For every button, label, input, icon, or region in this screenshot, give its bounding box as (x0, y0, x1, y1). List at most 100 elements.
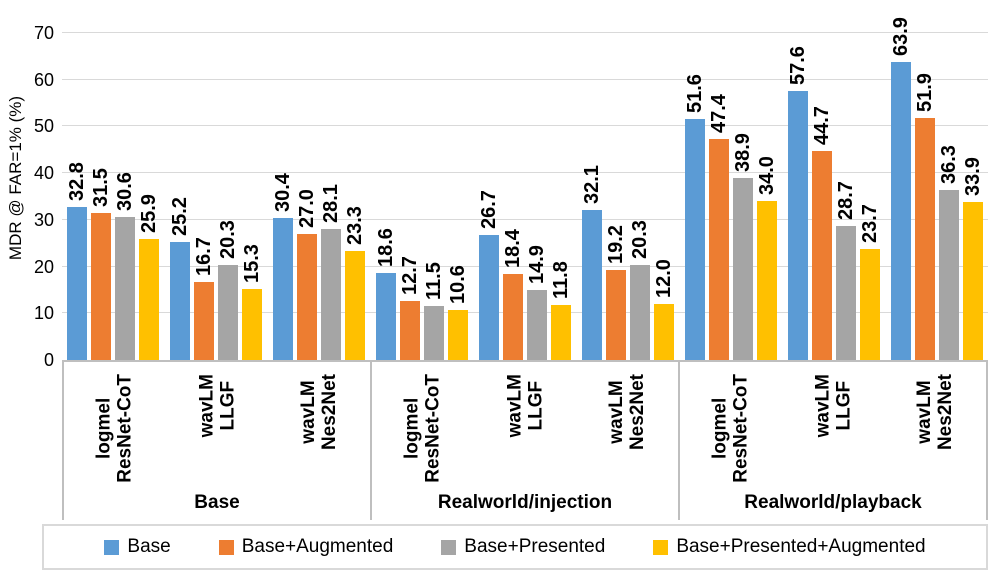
bar-base: 63.9 (890, 17, 912, 360)
gridline (62, 125, 988, 127)
category-label: logmel ResNet-CoT (710, 374, 752, 483)
bar-base: 32.8 (66, 162, 88, 360)
bar-value-label: 16.7 (193, 237, 216, 276)
bar-base-presented: 30.6 (114, 172, 136, 360)
bar-base-presented-augmented: 23.3 (344, 206, 366, 360)
bar-cluster: 57.6 44.7 28.7 23.7 (782, 0, 885, 360)
y-tick-label: 50 (33, 116, 54, 137)
legend-item: Base+Presented+Augmented (653, 536, 926, 558)
bar-cluster: 25.2 16.7 20.3 15.3 (165, 0, 268, 360)
bar-base-presented-augmented: 15.3 (241, 244, 263, 360)
category-group: logmel ResNet-CoT wavLM LLGF wavLM Nes2Net… (370, 362, 678, 520)
bar-value-label: 11.8 (549, 261, 572, 299)
bar-base-augmented: 18.4 (502, 229, 524, 360)
bar-base: 32.1 (581, 165, 603, 360)
legend-label: Base+Augmented (241, 536, 394, 557)
bar-base-augmented: 31.5 (90, 168, 112, 360)
bar-base-presented-augmented: 34.0 (756, 156, 778, 360)
category-group: logmel ResNet-CoT wavLM LLGF wavLM Nes2Net… (62, 362, 370, 520)
bar-value-label: 20.3 (217, 220, 240, 260)
category-label: wavLM LLGF (504, 374, 546, 438)
y-tick-label: 70 (33, 23, 54, 43)
y-tick-label: 20 (33, 256, 54, 277)
legend-swatch (441, 539, 457, 555)
y-tick-label: 60 (33, 69, 54, 90)
group-label: Realworld/playback (744, 492, 922, 513)
legend-label: Base (127, 536, 171, 557)
bar-value-label: 34.0 (755, 156, 778, 196)
bar-value-label: 31.5 (90, 167, 113, 207)
category-label: logmel ResNet-CoT (94, 374, 136, 483)
bar-base-presented: 20.3 (217, 220, 239, 360)
bar-base-presented-augmented: 23.7 (859, 204, 881, 360)
group-label: Realworld/injection (437, 492, 613, 513)
bar-base-augmented: 51.9 (914, 73, 936, 360)
bar-cluster: 51.6 47.4 38.9 34.0 (679, 0, 782, 360)
bar-base-presented: 28.7 (835, 181, 857, 360)
bar-cluster: 32.8 31.5 30.6 25.9 (62, 0, 165, 360)
gridline (62, 218, 988, 220)
bar-base-augmented: 27.0 (296, 189, 318, 360)
bar-value-label: 32.1 (580, 165, 603, 205)
bar-value-label: 30.4 (272, 173, 295, 212)
bar-base: 25.2 (169, 197, 191, 360)
category-label: logmel ResNet-CoT (402, 374, 444, 483)
bar-base-presented-augmented: 10.6 (447, 266, 469, 360)
bar-base-augmented: 44.7 (811, 106, 833, 360)
legend-label: Base+Presented+Augmented (676, 536, 926, 557)
bar-value-label: 44.7 (810, 106, 833, 146)
bar-cluster: 63.9 51.9 36.3 33.9 (885, 0, 988, 360)
bar-value-label: 47.4 (707, 93, 730, 133)
bar-base-presented: 20.3 (629, 220, 651, 360)
plot-area: 0 10 20 30 40 50 60 70 32.8 31.5 30.6 25.9 25.2 16.7 2… (34, 0, 988, 370)
y-tick-label: 10 (33, 303, 54, 324)
bar-cluster: 32.1 19.2 20.3 12.0 (576, 0, 679, 360)
y-tick-label: 0 (43, 350, 54, 370)
gridline (62, 172, 988, 174)
gridline (62, 78, 988, 80)
bar-cluster: 30.4 27.0 28.1 23.3 (268, 0, 371, 360)
category-label: wavLM LLGF (196, 374, 238, 438)
bar-value-label: 23.7 (858, 204, 881, 244)
bar-value-label: 18.4 (501, 229, 524, 269)
bar-cluster: 18.6 12.7 11.5 10.6 (371, 0, 474, 360)
bar-value-label: 51.9 (913, 72, 936, 112)
bar-value-label: 25.9 (138, 194, 161, 234)
bar-base-augmented: 16.7 (193, 237, 215, 360)
bar-value-label: 27.0 (296, 188, 319, 228)
bar-base: 26.7 (478, 190, 500, 360)
bar-value-label: 28.7 (834, 181, 857, 220)
legend-swatch (104, 539, 120, 555)
bar-value-label: 12.7 (399, 255, 422, 295)
bar-base-presented-augmented: 11.8 (550, 261, 572, 360)
y-tick-label: 30 (33, 209, 54, 230)
legend: Base Base+Augmented Base+Presented Base+Pre… (42, 524, 988, 570)
legend-swatch (653, 539, 669, 555)
bar-value-label: 23.3 (344, 206, 367, 246)
bar-base: 18.6 (375, 228, 397, 360)
bar-value-label: 32.8 (66, 161, 89, 201)
bar-value-label: 57.6 (786, 46, 809, 85)
bar-value-label: 26.7 (477, 190, 500, 230)
bar-value-label: 38.9 (731, 133, 754, 173)
legend-label: Base+Presented (464, 536, 606, 557)
bar-base-augmented: 19.2 (605, 225, 627, 360)
y-tick-label: 40 (33, 163, 54, 184)
category-label: wavLM Nes2Net (606, 374, 648, 451)
category-label: wavLM LLGF (812, 374, 854, 438)
bar-value-label: 63.9 (889, 16, 912, 56)
category-group: logmel ResNet-CoT wavLM LLGF wavLM Nes2Net… (678, 362, 988, 520)
bar-base-presented: 38.9 (732, 133, 754, 360)
bar-base-presented: 36.3 (938, 146, 960, 360)
bar-value-label: 19.2 (604, 225, 627, 265)
bar-base-presented-augmented: 33.9 (962, 157, 984, 360)
category-axis: logmel ResNet-CoT wavLM LLGF wavLM Nes2Net… (62, 362, 988, 520)
bar-base-presented: 14.9 (526, 245, 548, 360)
bar-base: 30.4 (272, 173, 294, 360)
bar-value-label: 36.3 (937, 145, 960, 185)
legend-swatch (218, 539, 234, 555)
bar-base-presented: 28.1 (320, 184, 342, 360)
legend-item: Base+Augmented (218, 536, 394, 558)
category-label: wavLM Nes2Net (298, 374, 340, 451)
